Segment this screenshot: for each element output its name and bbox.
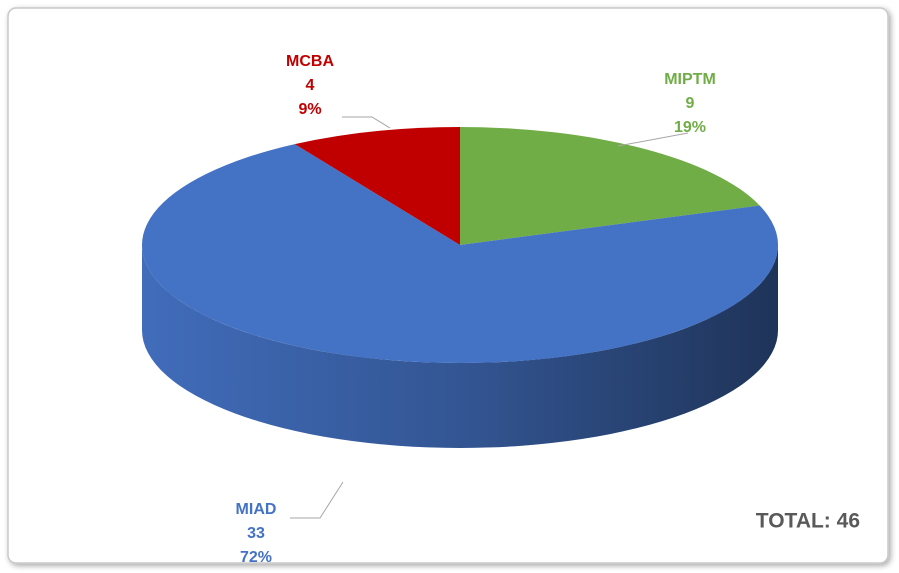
slice (142, 144, 779, 363)
slice-label-percent: 9% (298, 101, 321, 118)
leader-line (342, 116, 391, 129)
slice-label-value: 4 (306, 77, 315, 94)
slice-label-percent: 72% (240, 549, 272, 566)
slice-label-name: MIPTM (664, 71, 716, 88)
slice-label-value: 33 (247, 525, 265, 542)
slice (294, 127, 460, 245)
slice-label-value: 9 (686, 95, 695, 112)
leader-line (617, 132, 689, 147)
leader-line (290, 481, 344, 519)
slice-side-shade (142, 245, 778, 448)
slice-label-percent: 19% (674, 119, 706, 136)
slice-label-name: MIAD (236, 501, 277, 518)
total-annotation: TOTAL: 46 (756, 510, 860, 533)
slice-label-name: MCBA (286, 53, 334, 70)
slice (460, 126, 760, 245)
